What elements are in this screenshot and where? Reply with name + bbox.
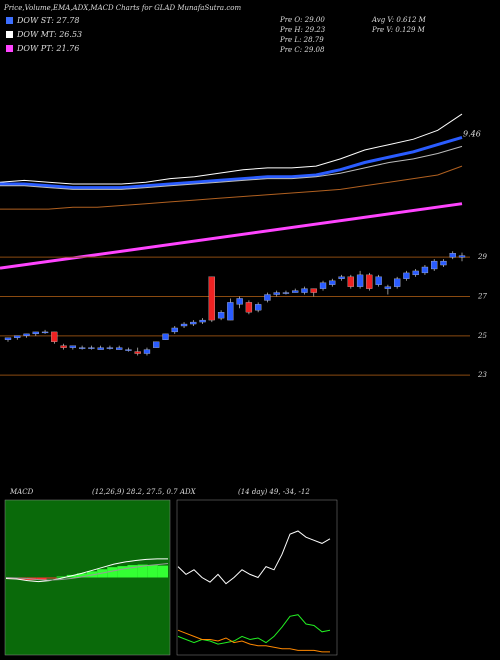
legend-label: DOW PT: 21.76 bbox=[16, 44, 79, 53]
candle-body bbox=[449, 253, 456, 258]
candle-body bbox=[301, 288, 308, 293]
candle-body bbox=[264, 294, 271, 301]
adx-line bbox=[177, 629, 330, 653]
legend-label: DOW ST: 27.78 bbox=[16, 16, 79, 25]
ema-line bbox=[0, 145, 463, 190]
candle-body bbox=[190, 321, 197, 325]
y-tick-label: 23 bbox=[477, 371, 487, 379]
candle-body bbox=[440, 260, 447, 266]
candle-body bbox=[329, 280, 336, 285]
legend-swatch bbox=[6, 17, 13, 24]
candle-body bbox=[431, 260, 438, 270]
y-tick-label: 25 bbox=[477, 332, 487, 340]
candle-body bbox=[162, 333, 169, 340]
candle-body bbox=[32, 331, 39, 335]
stat: Pre H: 29.23 bbox=[279, 26, 326, 34]
candle-body bbox=[51, 331, 58, 342]
candle-body bbox=[458, 255, 466, 258]
macd-line bbox=[5, 563, 169, 581]
macd-histogram-bar bbox=[76, 573, 87, 578]
ema-line bbox=[0, 135, 463, 190]
chart-title: Price,Volume,EMA,ADX,MACD Charts for GLA… bbox=[3, 4, 241, 12]
candle-body bbox=[97, 347, 104, 350]
candle-body bbox=[41, 331, 49, 334]
candle-body bbox=[366, 274, 373, 289]
candle-body bbox=[292, 290, 299, 293]
candle-body bbox=[245, 302, 253, 313]
legend-label: DOW MT: 26.53 bbox=[16, 30, 82, 39]
candle-body bbox=[393, 278, 401, 287]
candle-body bbox=[180, 323, 188, 327]
macd-subtitle: (12,26,9) 28.2, 27.5, 0.7 bbox=[92, 488, 178, 496]
candle-body bbox=[153, 341, 160, 348]
candle-body bbox=[273, 292, 280, 295]
macd-histogram-bar bbox=[117, 566, 128, 578]
candle-body bbox=[208, 276, 215, 321]
adx-line bbox=[177, 530, 331, 585]
stat: Avg V: 0.612 M bbox=[371, 16, 427, 24]
adx-subtitle: (14 day) 49, -34, -12 bbox=[238, 488, 310, 496]
candle-body bbox=[255, 304, 262, 311]
ema-line bbox=[0, 165, 463, 210]
macd-histogram-bar bbox=[36, 577, 47, 580]
macd-histogram-bar bbox=[137, 564, 148, 578]
candle-body bbox=[116, 347, 123, 350]
candle-body bbox=[310, 288, 317, 293]
stat: Pre L: 28.79 bbox=[279, 36, 324, 44]
candle-body bbox=[88, 347, 95, 349]
candle-body bbox=[319, 282, 327, 289]
candle-body bbox=[78, 347, 86, 349]
candle-body bbox=[125, 349, 132, 351]
candle-body bbox=[236, 298, 243, 305]
candle-body bbox=[375, 276, 382, 285]
legend-swatch bbox=[6, 45, 13, 52]
candle-body bbox=[60, 345, 67, 348]
adx-title: ADX bbox=[179, 488, 197, 496]
macd-histogram-bar bbox=[56, 576, 67, 578]
candle-body bbox=[134, 351, 141, 354]
macd-title: MACD bbox=[9, 488, 34, 496]
ema-line bbox=[0, 202, 463, 270]
macd-histogram-bar bbox=[46, 577, 57, 579]
y-tick-label: 29 bbox=[477, 253, 487, 261]
candle-body bbox=[69, 345, 77, 348]
candle-body bbox=[23, 333, 30, 336]
candle-body bbox=[403, 272, 410, 279]
macd-histogram-bar bbox=[87, 571, 98, 578]
macd-histogram-bar bbox=[127, 565, 138, 578]
candle-body bbox=[143, 349, 151, 354]
candle-body bbox=[171, 327, 178, 333]
candle-body bbox=[338, 276, 345, 279]
stat: Pre V: 0.129 M bbox=[371, 26, 426, 34]
candle-body bbox=[421, 266, 429, 274]
candle-body bbox=[282, 292, 290, 294]
macd-line bbox=[5, 558, 168, 583]
legend-swatch bbox=[6, 31, 13, 38]
candle-body bbox=[227, 302, 234, 321]
candle-body bbox=[106, 347, 114, 349]
y-tick-label: 27 bbox=[477, 293, 487, 301]
candle-body bbox=[384, 286, 392, 289]
annotation: 9.46 bbox=[463, 129, 481, 138]
candle-body bbox=[4, 337, 12, 340]
candle-body bbox=[14, 335, 21, 338]
candle-body bbox=[412, 270, 419, 276]
ema-line bbox=[0, 113, 463, 185]
macd-histogram-bar bbox=[147, 565, 158, 578]
candle-body bbox=[199, 319, 206, 323]
macd-histogram-bar bbox=[157, 565, 168, 578]
candle-body bbox=[356, 274, 364, 287]
stat: Pre O: 29.00 bbox=[279, 16, 325, 24]
stat: Pre C: 29.08 bbox=[279, 46, 325, 54]
macd-histogram-bar bbox=[107, 567, 118, 578]
candle-body bbox=[217, 312, 225, 319]
candle-body bbox=[347, 276, 354, 287]
